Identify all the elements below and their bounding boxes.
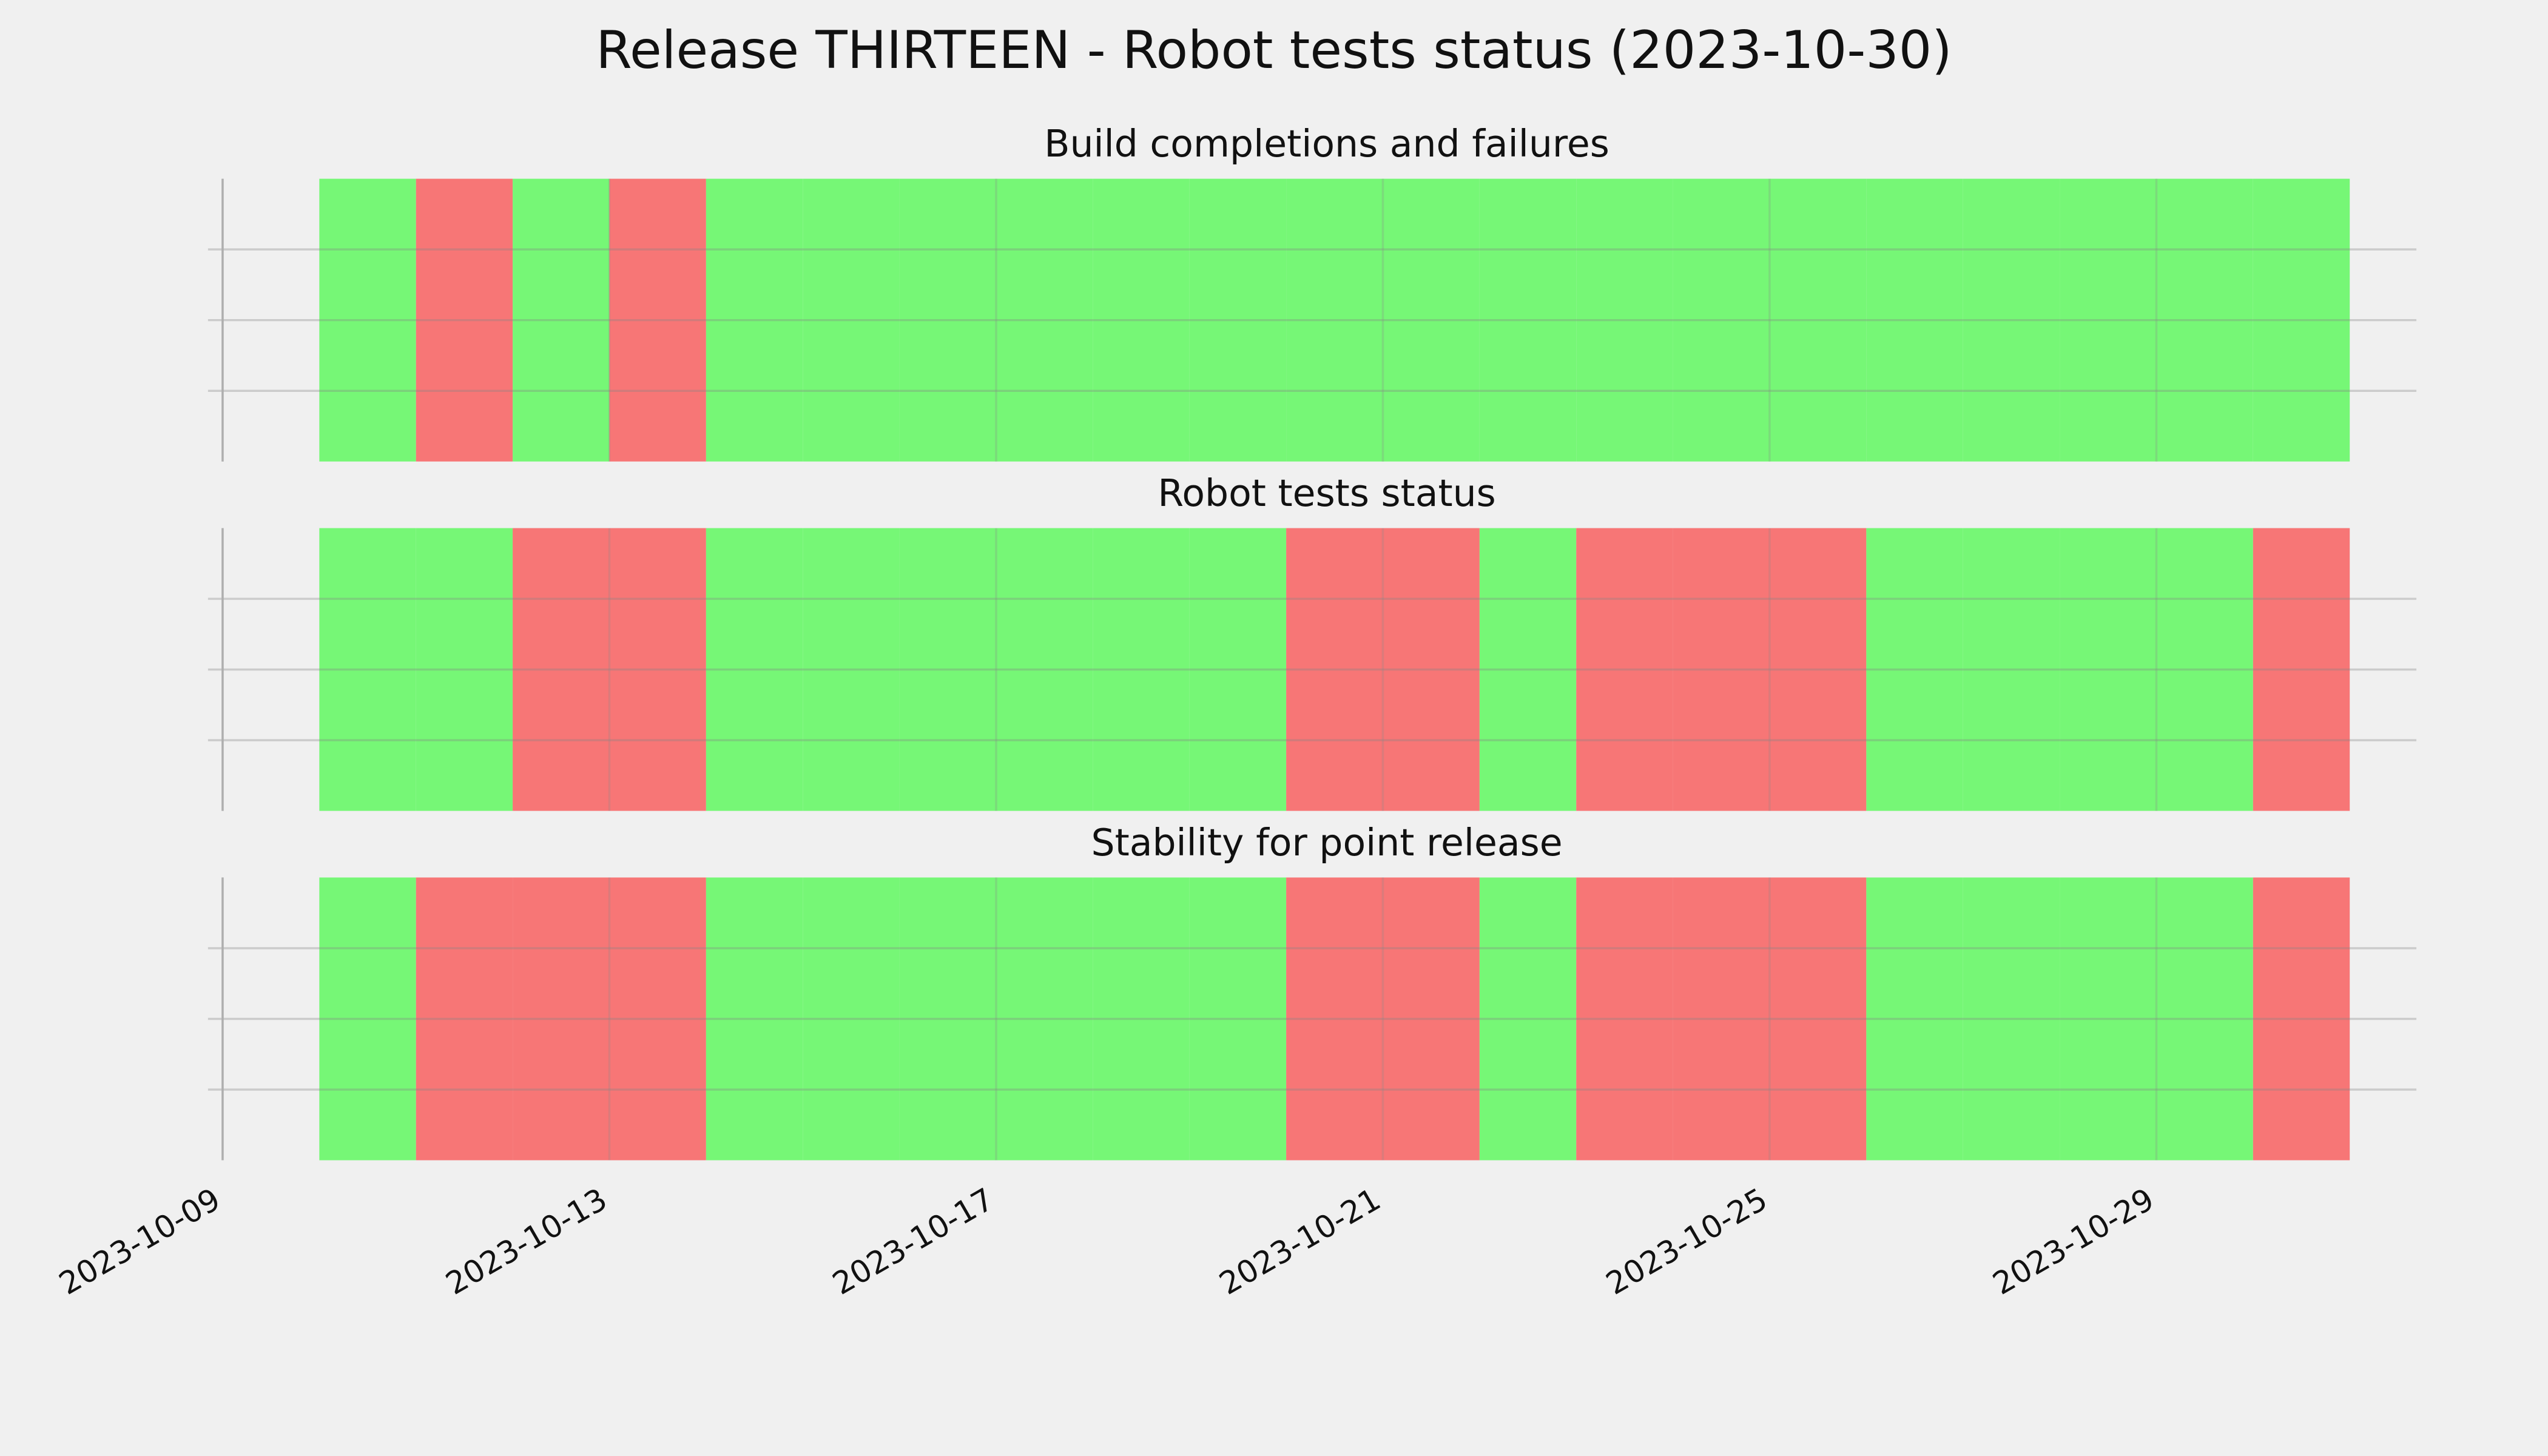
status-span [416,877,513,1161]
status-span [1576,877,1673,1161]
status-span [1673,178,1770,462]
status-span [1866,528,1963,811]
status-span [1866,178,1963,462]
status-span [513,178,610,462]
status-span [1673,528,1770,811]
status-span [803,528,900,811]
status-span [996,528,1093,811]
status-span [1576,528,1673,811]
status-span [1673,877,1770,1161]
status-span [319,877,416,1161]
x-tick-label: 2023-10-13 [440,1182,613,1303]
status-span [2156,528,2253,811]
x-tick-label: 2023-10-25 [1600,1182,1774,1303]
status-span [319,528,416,811]
status-span [416,178,513,462]
status-span [899,528,996,811]
status-span [1093,528,1190,811]
status-span [706,877,803,1161]
status-span [1479,877,1577,1161]
status-span [803,178,900,462]
status-span [1189,528,1287,811]
status-span [609,877,706,1161]
status-span [899,877,996,1161]
x-tick-label: 2023-10-29 [1987,1182,2160,1303]
status-span [1769,178,1867,462]
status-span [1963,877,2060,1161]
status-span [319,178,416,462]
status-span [2156,178,2253,462]
status-span [1189,178,1287,462]
status-span [2156,877,2253,1161]
status-span [996,178,1093,462]
status-span [1769,877,1867,1161]
status-span [513,528,610,811]
status-span [513,877,610,1161]
status-span [1383,877,1480,1161]
subplot-title: Stability for point release [1091,821,1562,864]
status-span [1286,528,1383,811]
status-span [1963,528,2060,811]
status-span [706,528,803,811]
status-span [1479,528,1577,811]
subplot-title: Robot tests status [1158,471,1495,515]
status-span [996,877,1093,1161]
x-tick-label: 2023-10-21 [1213,1182,1387,1303]
status-span [1769,528,1867,811]
subplot-title: Build completions and failures [1044,122,1609,166]
status-span [1383,528,1480,811]
status-span [1963,178,2060,462]
x-tick-label: 2023-10-09 [53,1182,227,1303]
status-span [1286,877,1383,1161]
status-span [1286,178,1383,462]
status-span [1189,877,1287,1161]
status-span [2253,877,2350,1161]
x-tick-label: 2023-10-17 [827,1182,1000,1303]
status-span [2060,178,2157,462]
status-span [609,528,706,811]
status-span [2060,528,2157,811]
status-span [706,178,803,462]
status-span [2253,528,2350,811]
chart-title: Release THIRTEEN - Robot tests status (2… [596,20,1952,81]
status-span [2060,877,2157,1161]
status-span [1093,877,1190,1161]
status-span [609,178,706,462]
status-span [1479,178,1577,462]
status-span [899,178,996,462]
status-span [1383,178,1480,462]
status-span [1576,178,1673,462]
status-span [803,877,900,1161]
status-span [1866,877,1963,1161]
status-span [416,528,513,811]
status-span [1093,178,1190,462]
status-span [2253,178,2350,462]
